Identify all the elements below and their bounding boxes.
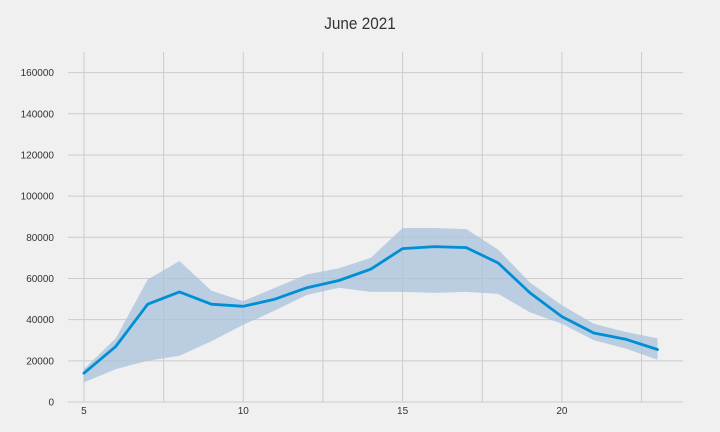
data-point (624, 338, 627, 341)
tick-labels: 0 20000 40000 60000 80000 100000 120000 140000 1… (21, 68, 568, 417)
data-point (656, 348, 659, 351)
x-tick-label: 15 (397, 406, 409, 417)
x-tick-label: 10 (238, 406, 250, 417)
x-tick-label: 5 (81, 406, 87, 417)
data-point (337, 279, 341, 282)
data-point (433, 245, 436, 248)
y-tick-label: 20000 (26, 356, 54, 367)
confidence-band-layer (83, 228, 658, 383)
x-tick-label: 20 (556, 406, 568, 417)
data-point (114, 345, 117, 348)
data-point (369, 268, 372, 271)
data-point (560, 315, 564, 318)
series-line-layer (82, 245, 659, 375)
data-point (528, 291, 532, 295)
data-point (273, 297, 277, 301)
y-tick-label: 140000 (21, 109, 55, 120)
y-tick-label: 80000 (26, 233, 54, 244)
confidence-band (83, 228, 658, 383)
data-point (305, 286, 309, 289)
y-tick-label: 100000 (21, 192, 55, 203)
data-point (82, 371, 86, 375)
y-tick-label: 60000 (26, 274, 54, 285)
data-point (210, 303, 213, 306)
y-tick-label: 0 (48, 398, 54, 409)
data-point (496, 261, 500, 265)
data-point (146, 303, 149, 306)
data-point (401, 247, 404, 250)
chart-title: June 2021 (324, 14, 396, 33)
y-tick-label: 120000 (21, 150, 55, 161)
data-point (592, 331, 595, 335)
data-point (242, 305, 245, 308)
y-tick-label: 160000 (21, 68, 55, 79)
data-point (178, 290, 181, 294)
data-point (465, 246, 468, 249)
y-tick-label: 40000 (26, 315, 54, 326)
